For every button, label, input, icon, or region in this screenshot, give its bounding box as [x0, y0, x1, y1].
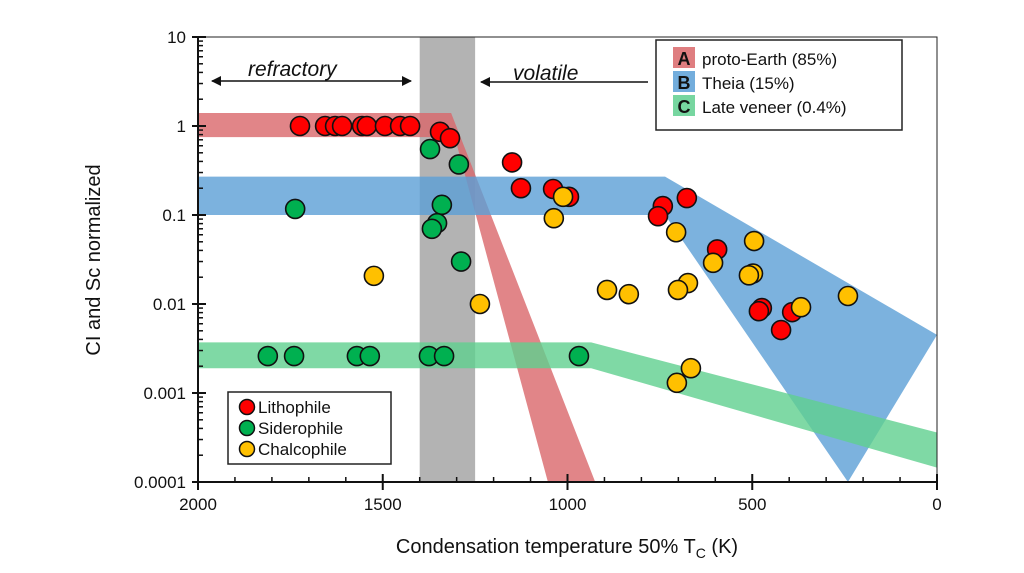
point-lithophile [510, 177, 532, 199]
point-lithophile [647, 205, 669, 227]
annotations: refractory volatile [211, 58, 648, 87]
point-siderophile [431, 194, 453, 216]
band-a [198, 112, 596, 483]
refractory-label: refractory [248, 58, 338, 81]
band-legend-label: Theia (15%) [702, 74, 795, 93]
point-chalcophile [702, 252, 724, 274]
y-tick-label: 0.001 [143, 384, 186, 403]
point-chalcophile [680, 357, 702, 379]
point-chalcophile [665, 221, 687, 243]
point-siderophile [568, 345, 590, 367]
y-tick-label: 10 [167, 28, 186, 47]
y-axis-label: CI and Sc normalized [83, 164, 105, 355]
point-lithophile [501, 152, 523, 173]
y-tick-label: 0.01 [153, 295, 186, 314]
band-legend-swatch [673, 95, 695, 116]
band-legend-label: Late veneer (0.4%) [702, 98, 847, 117]
point-chalcophile [543, 207, 565, 229]
point-chalcophile [837, 285, 859, 307]
x-tick-label: 500 [738, 495, 766, 514]
band-legend-box [655, 39, 903, 131]
point-lithophile [770, 319, 792, 341]
series-legend-label: Chalcophile [258, 440, 347, 459]
data-points [257, 115, 859, 394]
point-chalcophile [667, 279, 689, 301]
series-legend: Lithophile Siderophile Chalcophile [227, 391, 392, 465]
point-chalcophile [618, 283, 640, 305]
point-lithophile [439, 127, 461, 149]
x-tick-label: 1500 [364, 495, 402, 514]
x-tick-label: 1000 [549, 495, 587, 514]
volatile-label: volatile [513, 62, 578, 85]
point-siderophile [359, 345, 381, 367]
point-chalcophile [666, 372, 688, 394]
point-lithophile [331, 115, 353, 137]
band-legend-swatch [673, 47, 695, 68]
point-lithophile [356, 115, 378, 137]
point-siderophile [257, 345, 279, 367]
x-axis-label: Condensation temperature 50% TC (K) [396, 536, 738, 561]
point-chalcophile [743, 230, 765, 252]
point-siderophile [283, 345, 305, 367]
x-tick-label: 2000 [179, 495, 217, 514]
point-chalcophile [469, 293, 491, 315]
point-siderophile [419, 138, 441, 160]
point-siderophile [284, 198, 306, 220]
y-tick-label: 0.1 [162, 206, 186, 225]
point-siderophile [450, 251, 472, 272]
y-tick-label: 0.0001 [134, 473, 186, 492]
band-b [198, 176, 937, 482]
point-chalcophile [790, 296, 812, 318]
point-chalcophile [596, 279, 618, 301]
point-lithophile [399, 115, 421, 137]
y-tick-label: 1 [177, 117, 186, 136]
band-legend-letter: B [678, 73, 691, 93]
point-siderophile [421, 218, 443, 240]
band-legend-letter: A [678, 49, 691, 69]
band-legend-swatch [673, 71, 695, 92]
point-chalcophile [738, 265, 760, 286]
band-legend-letter: C [678, 97, 691, 117]
point-lithophile [289, 115, 311, 137]
point-chalcophile [363, 265, 385, 287]
series-legend-label: Siderophile [258, 419, 343, 438]
series-legend-marker [238, 440, 256, 458]
point-siderophile [433, 345, 455, 367]
band-legend-label: proto-Earth (85%) [702, 50, 837, 69]
point-lithophile [748, 300, 770, 322]
series-legend-label: Lithophile [258, 398, 331, 417]
series-legend-marker [238, 419, 256, 437]
point-siderophile [448, 154, 470, 175]
axes: 10 1 0.1 0.01 0.001 0.0001 2000 1500 1000 500 0 [134, 28, 942, 514]
series-legend-marker [238, 398, 256, 416]
x-tick-label: 0 [932, 495, 941, 514]
point-chalcophile [552, 186, 574, 208]
point-lithophile [676, 187, 698, 209]
